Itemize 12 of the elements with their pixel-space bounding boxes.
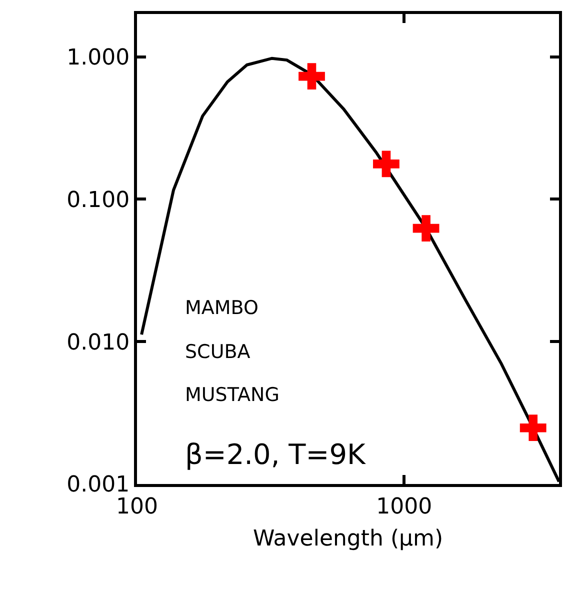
y-tick-label: 0.100 (66, 188, 130, 213)
annotation: β=2.0, T=9K (185, 438, 366, 471)
point (298, 63, 325, 90)
annotation: MUSTANG (185, 384, 280, 406)
point (520, 414, 546, 442)
x-axis-title: Wavelength (μm) (252, 526, 444, 552)
y-tick-label: 1.000 (66, 46, 130, 71)
annotation: SCUBA (185, 341, 250, 363)
point (373, 150, 400, 178)
x-tick-label: 1000 (376, 494, 432, 520)
annotation: MAMBO (185, 297, 258, 319)
y-tick-label: 0.010 (66, 330, 130, 356)
